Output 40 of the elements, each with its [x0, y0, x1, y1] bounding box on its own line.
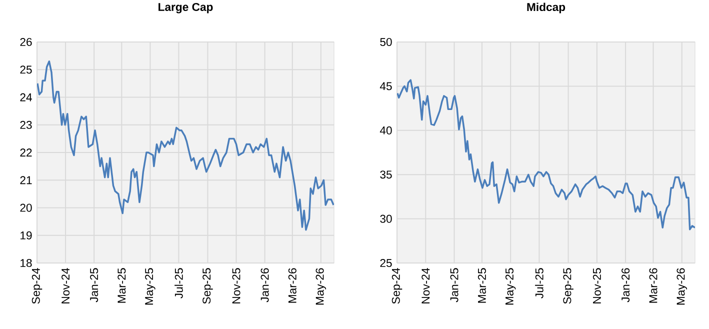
y-tick-label: 19 — [20, 231, 32, 240]
x-tick-label: Mar-26 — [288, 268, 296, 303]
x-tick-label: Jan-25 — [90, 268, 98, 302]
x-tick-label: Sep-25 — [202, 268, 213, 304]
x-tick-label: Mar-26 — [649, 268, 658, 303]
x-tick-label: May-25 — [505, 268, 516, 305]
y-tick-label: 30 — [380, 214, 392, 223]
x-tick-label: Nov-25 — [592, 268, 601, 304]
x-tick-label: Sep-24 — [32, 268, 42, 304]
y-tick-label: 25 — [380, 258, 392, 268]
x-tick-label: May-26 — [676, 268, 687, 305]
y-tick-label: 26 — [20, 38, 32, 46]
y-tick-label: 25 — [20, 66, 32, 74]
y-tick-label: 20 — [20, 204, 32, 212]
chart-title: Large Cap — [158, 2, 213, 14]
x-tick-label: Jul-25 — [535, 268, 544, 298]
x-tick-label: Jul-25 — [174, 268, 183, 298]
chart-title: Midcap — [527, 2, 566, 14]
x-tick-label: May-26 — [316, 268, 326, 305]
x-tick-label: Sep-25 — [563, 268, 574, 304]
x-tick-label: Mar-25 — [118, 268, 126, 303]
y-tick-label: 50 — [380, 38, 392, 46]
line-series — [397, 79, 696, 230]
x-tick-label: Jan-26 — [260, 268, 269, 302]
x-tick-label: May-25 — [145, 268, 156, 305]
x-tick-label: Jan-26 — [622, 268, 630, 302]
y-tick-label: 40 — [380, 126, 392, 134]
x-tick-label: Jan-25 — [450, 268, 458, 302]
y-tick-label: 21 — [20, 176, 32, 184]
x-tick-label: Nov-24 — [62, 268, 70, 304]
y-tick-label: 45 — [380, 82, 392, 90]
y-tick-label: 23 — [20, 120, 32, 129]
y-tick-label: 18 — [20, 258, 32, 268]
x-tick-label: Nov-24 — [422, 268, 430, 304]
x-tick-label: Nov-25 — [232, 268, 240, 304]
y-tick-label: 35 — [380, 170, 392, 179]
x-tick-label: Mar-25 — [478, 268, 486, 303]
y-tick-label: 24 — [20, 93, 32, 102]
y-tick-label: 22 — [20, 148, 32, 156]
x-tick-label: Sep-24 — [392, 268, 402, 304]
